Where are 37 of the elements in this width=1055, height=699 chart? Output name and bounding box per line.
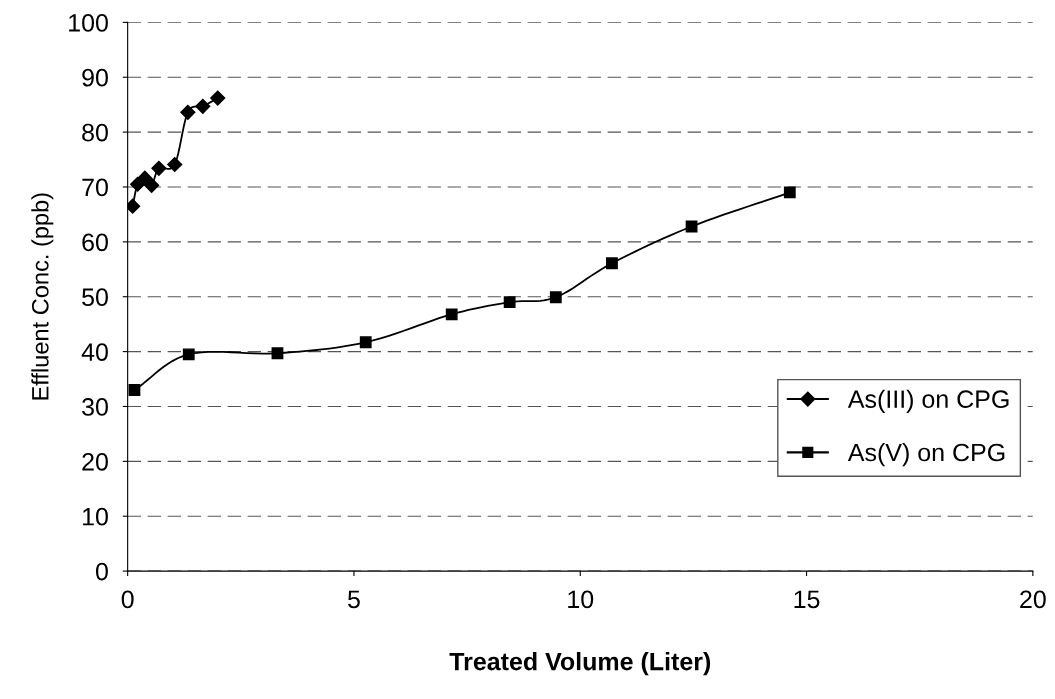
point	[137, 170, 153, 186]
y-tick-label: 90	[82, 68, 108, 87]
point	[359, 336, 372, 349]
y-tick-label: 100	[69, 13, 108, 32]
y-tick-label: 40	[81, 343, 108, 361]
point	[195, 98, 211, 114]
y-tick-label: 50	[82, 288, 108, 307]
point	[182, 348, 195, 361]
point	[144, 177, 160, 193]
y-tick-label: 30	[82, 398, 108, 416]
point	[606, 257, 618, 270]
point	[271, 347, 284, 360]
y-tick-label: 10	[83, 507, 108, 526]
point	[151, 160, 167, 176]
x-tick-label: 10	[568, 590, 594, 609]
point	[127, 198, 141, 214]
point	[445, 308, 458, 321]
y-tick-label: 80	[82, 123, 108, 142]
x-axis-title: Treated Volume (Liter)	[449, 652, 711, 676]
y-tick-label: 70	[82, 178, 108, 197]
point	[783, 186, 796, 199]
x-tick-label: 15	[794, 590, 820, 609]
y-tick-label: 0	[95, 562, 108, 581]
point	[167, 156, 183, 173]
y-tick-label: 20	[82, 452, 108, 471]
x-tick-label: 5	[348, 590, 360, 609]
point	[210, 90, 226, 106]
y-axis-title: Effluent Conc. (ppb)	[31, 193, 54, 400]
point	[549, 291, 562, 304]
legend-label: As(V) on CPG	[847, 442, 1005, 467]
point	[503, 296, 516, 309]
point	[128, 384, 141, 396]
legend-label: As(III) on CPG	[847, 389, 1009, 413]
x-tick-label: 20	[1020, 590, 1046, 609]
point	[180, 104, 196, 120]
x-tick-label: 0	[121, 590, 134, 609]
y-tick-label: 60	[82, 233, 108, 252]
